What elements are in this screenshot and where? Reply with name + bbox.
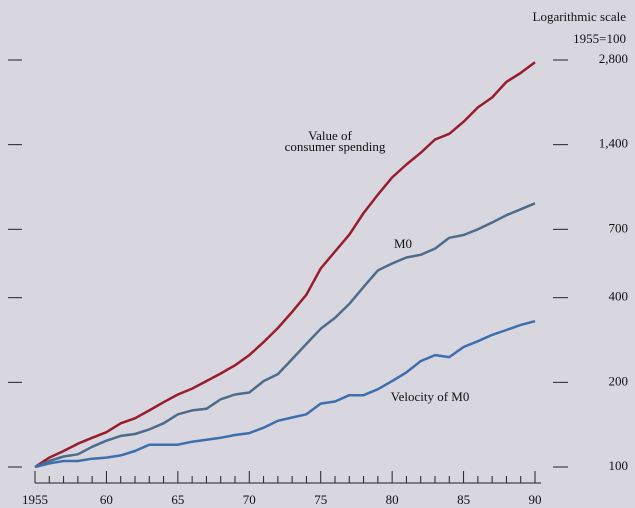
x-tick-label: 90 — [529, 492, 542, 507]
x-tick-label: 70 — [243, 492, 256, 507]
x-tick-label: 1955 — [22, 492, 48, 507]
x-tick-label: 65 — [171, 492, 184, 507]
series-line — [34, 319, 536, 469]
y-tick-label: 100 — [609, 458, 629, 473]
y-tick-label: 400 — [609, 289, 629, 304]
y-tick-label: 700 — [609, 220, 629, 235]
y-tick-label: 1,400 — [599, 136, 628, 151]
series-label: M0 — [394, 236, 412, 251]
y-tick-label: 2,800 — [599, 51, 628, 66]
series-label: consumer spending — [285, 139, 386, 154]
annotation: 1955=100 — [573, 31, 626, 46]
annotation: Logarithmic scale — [533, 9, 627, 24]
series-label: Value of — [308, 128, 352, 143]
x-tick-label: 75 — [314, 492, 327, 507]
y-tick-label: 200 — [609, 373, 629, 388]
series-line — [34, 61, 536, 469]
x-tick-label: 85 — [457, 492, 470, 507]
series-label: Velocity of M0 — [391, 389, 470, 404]
x-tick-label: 80 — [386, 492, 399, 507]
x-tick-label: 60 — [100, 492, 113, 507]
series-line — [34, 202, 536, 469]
